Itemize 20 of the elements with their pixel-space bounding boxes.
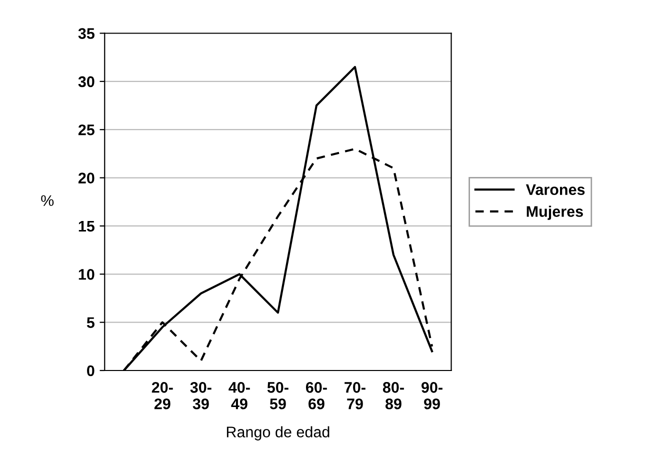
legend-label: Mujeres (526, 206, 583, 220)
x-tick-label: 30- 39 (190, 382, 212, 410)
legend-label: Varones (526, 184, 585, 196)
y-tick-label: 10 (78, 269, 94, 280)
x-tick-label: 90- 99 (421, 382, 442, 410)
y-axis-title: % (41, 195, 54, 206)
y-tick-label: 35 (78, 28, 94, 39)
x-tick-label: 40- 49 (228, 382, 250, 410)
x-tick-label: 80- 89 (382, 382, 404, 410)
x-tick-label: 50- 59 (267, 382, 288, 410)
x-tick-label: 20- 29 (152, 382, 173, 410)
y-tick-label: 15 (78, 220, 94, 232)
y-tick-label: 30 (78, 76, 94, 88)
y-tick-label: 20 (78, 172, 94, 184)
x-axis-title: Rango de edad (226, 426, 330, 440)
y-tick-label: 25 (78, 124, 94, 136)
y-tick-label: 5 (86, 317, 94, 328)
x-tick-label: 70- 79 (344, 382, 366, 410)
x-tick-label: 60- 69 (306, 382, 327, 410)
y-tick-label: 0 (87, 365, 94, 376)
